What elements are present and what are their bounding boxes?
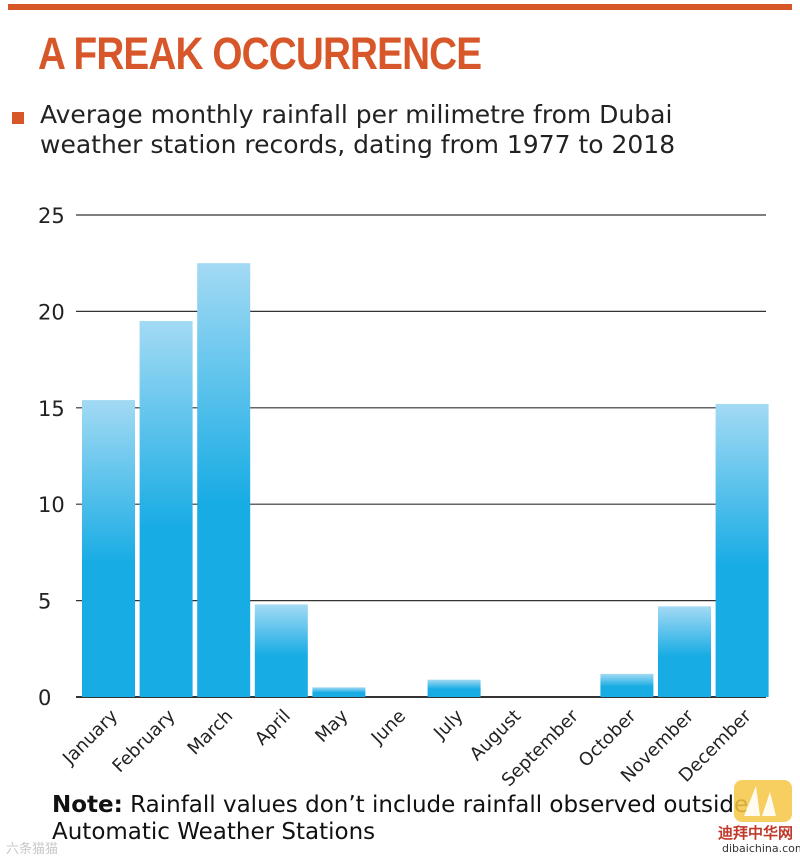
- bar-april: [254, 604, 308, 697]
- bar-november: [658, 606, 711, 697]
- chart-title: A FREAK OCCURRENCE: [38, 28, 482, 79]
- y-tick-label: 20: [38, 300, 65, 324]
- bar-february: [139, 321, 193, 697]
- top-accent-rule: [8, 4, 792, 10]
- bars: [82, 263, 769, 697]
- bar-december: [715, 403, 769, 697]
- bar-january: [82, 400, 135, 697]
- watermark-text: 六条猫猫: [6, 842, 59, 857]
- y-tick-labels: 0 5 10 15 20 25: [38, 204, 65, 710]
- footnote: Note: Rainfall values don’t include rain…: [52, 792, 752, 846]
- y-tick-label: 15: [38, 397, 65, 421]
- x-tick-label: July: [429, 705, 468, 744]
- x-tick-label: May: [311, 705, 352, 746]
- note-label: Note:: [52, 792, 123, 818]
- bar-october: [600, 673, 654, 697]
- y-tick-label: 0: [38, 686, 51, 710]
- x-tick-label: June: [367, 706, 410, 749]
- x-tick-label: March: [184, 706, 238, 760]
- bar-july: [427, 679, 481, 697]
- y-tick-label: 10: [38, 493, 65, 517]
- y-tick-label: 25: [38, 204, 65, 228]
- subtitle-block: Average monthly rainfall per milimetre f…: [10, 100, 780, 160]
- x-tick-label: February: [108, 705, 179, 776]
- dibaichina-logo: [734, 780, 792, 822]
- x-tick-label: April: [251, 706, 295, 750]
- bar-may: [312, 687, 366, 697]
- chart-subtitle: Average monthly rainfall per milimetre f…: [40, 100, 676, 159]
- logo-text-english: dibaichina.com: [722, 842, 800, 855]
- bar-march: [197, 263, 251, 697]
- logo-text-chinese: 迪拜中华网: [718, 824, 794, 842]
- note-text: Rainfall values don’t include rainfall o…: [52, 792, 749, 845]
- subtitle-bullet: [12, 112, 24, 124]
- y-tick-label: 5: [38, 590, 51, 614]
